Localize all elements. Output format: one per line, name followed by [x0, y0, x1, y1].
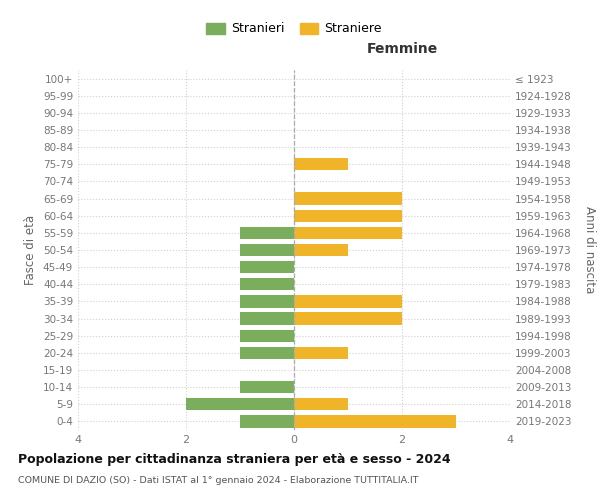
Bar	[240, 226, 294, 239]
Bar	[294, 398, 348, 410]
Bar	[294, 158, 348, 170]
Bar	[186, 398, 294, 410]
Text: Popolazione per cittadinanza straniera per età e sesso - 2024: Popolazione per cittadinanza straniera p…	[18, 452, 451, 466]
Text: Femmine: Femmine	[367, 42, 437, 56]
Bar	[240, 381, 294, 394]
Bar	[240, 312, 294, 324]
Bar	[240, 346, 294, 359]
Bar	[294, 416, 456, 428]
Bar	[240, 244, 294, 256]
Text: COMUNE DI DAZIO (SO) - Dati ISTAT al 1° gennaio 2024 - Elaborazione TUTTITALIA.I: COMUNE DI DAZIO (SO) - Dati ISTAT al 1° …	[18, 476, 419, 485]
Legend: Stranieri, Straniere: Stranieri, Straniere	[202, 18, 386, 39]
Bar	[294, 192, 402, 204]
Bar	[294, 244, 348, 256]
Bar	[240, 261, 294, 274]
Bar	[294, 346, 348, 359]
Y-axis label: Anni di nascita: Anni di nascita	[583, 206, 596, 294]
Bar	[240, 330, 294, 342]
Bar	[240, 296, 294, 308]
Y-axis label: Fasce di età: Fasce di età	[25, 215, 37, 285]
Bar	[294, 210, 402, 222]
Bar	[294, 226, 402, 239]
Bar	[240, 416, 294, 428]
Bar	[294, 312, 402, 324]
Bar	[240, 278, 294, 290]
Bar	[294, 296, 402, 308]
